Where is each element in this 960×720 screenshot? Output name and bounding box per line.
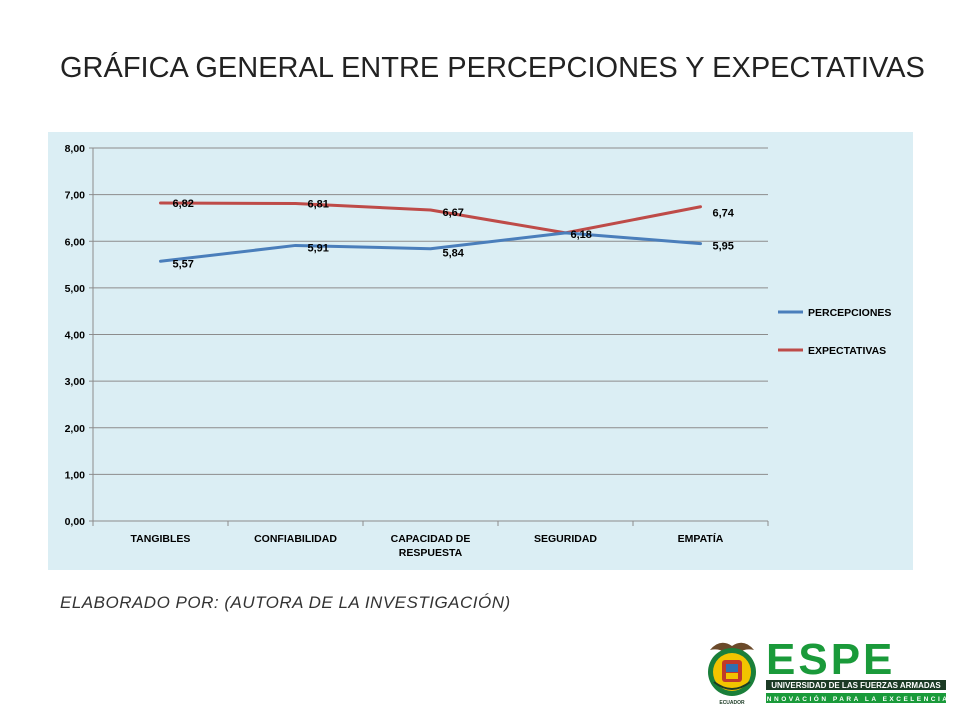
data-label-percepciones: 5,57 [173,258,194,270]
series-line-percepciones [159,231,702,263]
coat-of-arms-icon: ECUADOR [708,642,756,706]
x-tick-label: CAPACIDAD DE [391,533,471,545]
data-label-percepciones: 5,84 [443,248,465,260]
y-tick-label: 7,00 [65,190,86,202]
logo-tagline: INNOVACIÓN PARA LA EXCELENCIA [763,694,950,703]
espe-logo-graphic: ECUADOR ESPE UNIVERSIDAD DE LAS FUERZAS … [708,636,950,706]
line-chart: 0,00 1,00 2,00 3,00 4,00 5,00 6,00 7,00 8,00 TANG… [48,132,913,570]
legend-label: EXPECTATIVAS [808,345,886,357]
y-tick-label: 5,00 [65,283,86,295]
seal-text: ECUADOR [719,700,745,706]
chart-background [48,132,913,570]
logo-subtitle: UNIVERSIDAD DE LAS FUERZAS ARMADAS [771,681,941,690]
y-tick-label: 4,00 [65,330,86,342]
y-tick-label: 6,00 [65,236,86,248]
logo-wordmark: ESPE [766,636,895,684]
legend-label: PERCEPCIONES [808,307,891,319]
data-label-expectativas: 6,81 [308,198,329,210]
data-label-percepciones: 5,91 [308,242,329,254]
data-label-expectativas: 6,67 [443,207,464,219]
slide-title: GRÁFICA GENERAL ENTRE PERCEPCIONES Y EXP… [60,52,925,84]
caption: ELABORADO POR: (AUTORA DE LA INVESTIGACI… [60,593,511,612]
y-tick-label: 3,00 [65,376,86,388]
y-tick-label: 2,00 [65,423,86,435]
data-label-percepciones: 6,18 [571,229,592,241]
y-tick-label: 1,00 [65,469,86,481]
data-label-expectativas: 6,82 [173,198,194,210]
x-tick-label: TANGIBLES [131,533,191,545]
x-tick-label: RESPUESTA [399,547,463,559]
x-tick-label: SEGURIDAD [534,533,597,545]
x-tick-label: CONFIABILIDAD [254,533,337,545]
y-tick-label: 8,00 [65,143,86,155]
data-label-percepciones: 5,95 [713,241,734,253]
espe-logo: ECUADOR ESPE UNIVERSIDAD DE LAS FUERZAS … [700,636,950,708]
y-tick-label: 0,00 [65,516,86,528]
data-label-expectativas: 6,74 [713,208,735,220]
x-tick-label: EMPATÍA [678,532,724,545]
chart-svg: 0,00 1,00 2,00 3,00 4,00 5,00 6,00 7,00 8,00 TANG… [48,132,913,570]
series-line-expectativas [159,201,702,235]
